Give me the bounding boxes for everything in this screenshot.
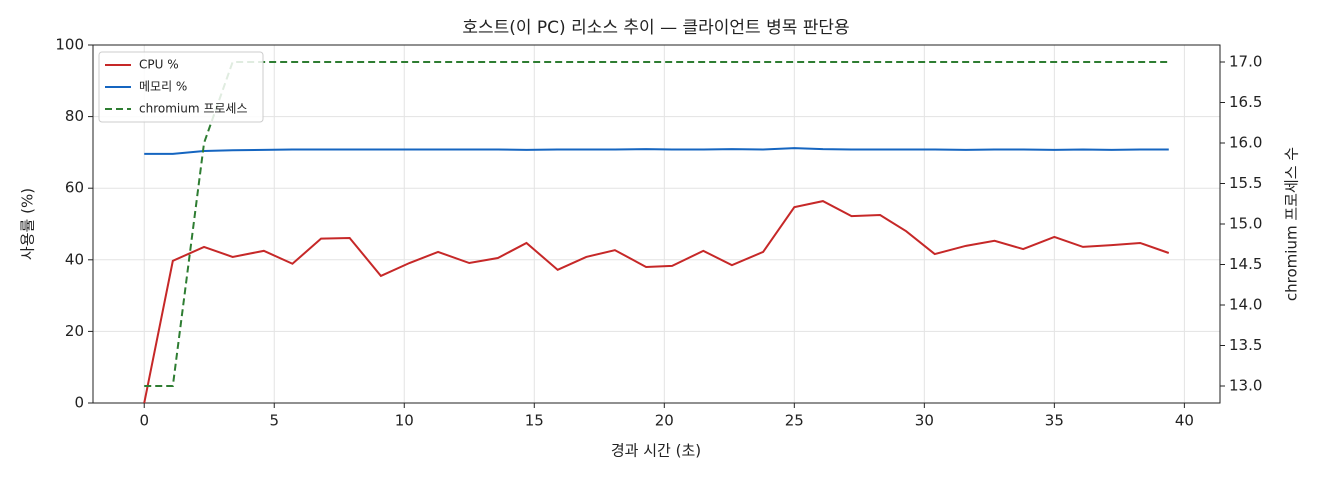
y2-tick-label: 16.0 — [1229, 134, 1262, 152]
legend-box — [98, 51, 264, 123]
x-axis-label: 경과 시간 (초) — [611, 442, 701, 460]
y-tick-label: 80 — [65, 107, 84, 125]
data-line — [144, 61, 1169, 387]
y2-tick-label: 13.0 — [1229, 376, 1262, 394]
x-tick-label: 35 — [1045, 412, 1064, 430]
x-tick-label: 20 — [655, 412, 674, 430]
x-tick-label: 5 — [269, 412, 279, 430]
y2-axis-label: chromium 프로세스 수 — [1283, 147, 1301, 301]
x-tick-label: 30 — [915, 412, 934, 430]
y2-tick-label: 16.5 — [1229, 93, 1262, 111]
legend-label: CPU % — [139, 58, 179, 72]
y-tick-label: 0 — [74, 394, 84, 412]
y2-tick-label: 14.0 — [1229, 295, 1262, 313]
legend-label: chromium 프로세스 — [139, 102, 248, 116]
y-tick-label: 60 — [65, 179, 84, 197]
chart-title: 호스트(이 PC) 리소스 추이 — 클라이언트 병목 판단용 — [462, 18, 849, 38]
plot-frame — [92, 44, 1221, 404]
y-tick-label: 100 — [55, 36, 84, 54]
y2-tick-label: 15.0 — [1229, 215, 1262, 233]
data-line — [144, 147, 1169, 155]
x-tick-label: 10 — [395, 412, 414, 430]
y2-tick-label: 15.5 — [1229, 174, 1262, 192]
data-line — [143, 200, 1170, 404]
x-tick-label: 40 — [1175, 412, 1194, 430]
y2-tick-label: 13.5 — [1229, 336, 1262, 354]
y2-tick-label: 14.5 — [1229, 255, 1262, 273]
x-tick-label: 25 — [785, 412, 804, 430]
y-axis-label: 사용률 (%) — [19, 188, 37, 260]
y-tick-label: 20 — [65, 322, 84, 340]
legend-label: 메모리 % — [139, 80, 187, 94]
x-tick-label: 0 — [139, 412, 149, 430]
y-tick-label: 40 — [65, 250, 84, 268]
x-tick-label: 15 — [525, 412, 544, 430]
y2-tick-label: 17.0 — [1229, 53, 1262, 71]
